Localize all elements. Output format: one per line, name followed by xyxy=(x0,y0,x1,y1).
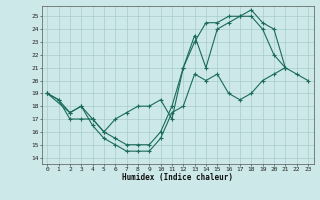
X-axis label: Humidex (Indice chaleur): Humidex (Indice chaleur) xyxy=(122,173,233,182)
